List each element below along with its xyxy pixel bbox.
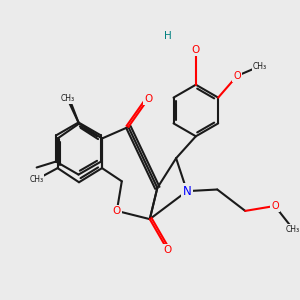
Text: O: O: [233, 71, 241, 81]
Text: O: O: [164, 245, 172, 255]
Text: H: H: [164, 32, 172, 41]
Text: O: O: [113, 206, 121, 216]
Text: CH₃: CH₃: [60, 94, 74, 103]
Text: O: O: [144, 94, 152, 104]
Text: O: O: [271, 201, 279, 211]
Text: CH₃: CH₃: [286, 224, 300, 233]
Text: CH₃: CH₃: [29, 175, 43, 184]
Text: N: N: [183, 184, 191, 198]
Text: O: O: [192, 45, 200, 55]
Text: CH₃: CH₃: [253, 61, 267, 70]
